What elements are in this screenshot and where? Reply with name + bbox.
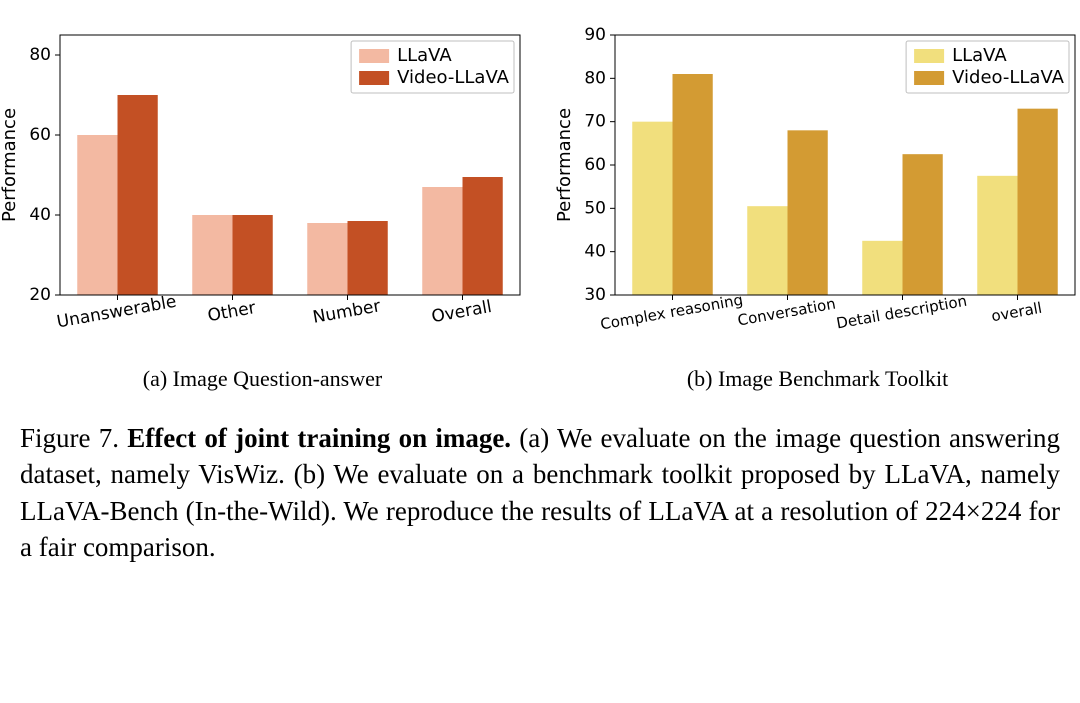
chart-b-xtick-label: Detail description <box>835 292 968 333</box>
figure-title: Effect of joint training on image. <box>127 423 511 453</box>
chart-b-xtick-label: Complex reasoning <box>599 291 744 334</box>
chart-b-xtick-label: overall <box>990 299 1043 326</box>
chart-a-legend-label: Video-LLaVA <box>397 67 510 88</box>
chart-b-bar <box>747 206 787 295</box>
chart-a-cell: 20 40 60 80 Performance Unanswerable Other Numb… <box>0 20 530 392</box>
chart-a: 20 40 60 80 Performance Unanswerable Other Numb… <box>0 20 530 360</box>
chart-b: 30 40 50 60 70 80 90 Performance Complex reasoni… <box>550 20 1080 360</box>
chart-a-ytick-label: 80 <box>29 45 51 65</box>
chart-b-legend-label: Video-LLaVA <box>952 67 1065 88</box>
chart-b-legend-swatch <box>914 49 944 63</box>
chart-a-ylabel: Performance <box>0 108 20 222</box>
chart-b-subcaption: (b) Image Benchmark Toolkit <box>687 366 948 392</box>
chart-a-bar <box>233 215 273 295</box>
chart-b-ytick-label: 60 <box>584 155 606 175</box>
chart-b-ytick-label: 70 <box>584 112 606 132</box>
chart-a-legend-swatch <box>359 71 389 85</box>
chart-a-ytick-label: 60 <box>29 125 51 145</box>
chart-b-ytick-label: 90 <box>584 25 606 45</box>
chart-a-bar <box>463 177 503 295</box>
chart-b-svg: 30 40 50 60 70 80 90 Performance Complex reasoni… <box>550 20 1080 360</box>
chart-a-bar <box>77 135 117 295</box>
chart-a-bar <box>348 221 388 295</box>
chart-a-xtick-label: Other <box>206 298 257 326</box>
chart-b-ytick-label: 80 <box>584 68 606 88</box>
chart-a-bar <box>118 95 158 295</box>
figure-label: Figure 7. <box>20 423 119 453</box>
figure-caption: Figure 7. Effect of joint training on im… <box>20 420 1060 566</box>
chart-b-bar <box>673 74 713 295</box>
chart-a-xtick-label: Unanswerable <box>55 292 178 333</box>
chart-b-bar <box>862 241 902 295</box>
chart-a-bar <box>422 187 462 295</box>
chart-b-legend-swatch <box>914 71 944 85</box>
chart-a-xtick-label: Number <box>311 296 382 328</box>
chart-b-ylabel: Performance <box>554 108 575 222</box>
chart-a-subcaption: (a) Image Question-answer <box>143 366 382 392</box>
chart-a-bar <box>307 223 347 295</box>
chart-a-ytick-label: 20 <box>29 285 51 305</box>
chart-b-ytick-label: 30 <box>584 285 606 305</box>
chart-b-bar <box>1018 109 1058 295</box>
chart-a-bar <box>192 215 232 295</box>
charts-row: 20 40 60 80 Performance Unanswerable Other Numb… <box>20 20 1060 392</box>
chart-b-legend-label: LLaVA <box>952 45 1007 66</box>
chart-a-xtick-label: Overall <box>430 297 493 327</box>
chart-b-bar <box>903 154 943 295</box>
chart-b-ytick-label: 40 <box>584 242 606 262</box>
chart-b-xtick-label: Conversation <box>736 295 837 330</box>
chart-b-bar <box>632 122 672 295</box>
chart-a-ytick-label: 40 <box>29 205 51 225</box>
figure-container: 20 40 60 80 Performance Unanswerable Other Numb… <box>20 20 1060 566</box>
chart-a-legend-swatch <box>359 49 389 63</box>
chart-b-bar <box>788 130 828 295</box>
chart-b-bar <box>977 176 1017 295</box>
chart-a-svg: 20 40 60 80 Performance Unanswerable Other Numb… <box>0 20 530 360</box>
chart-b-ytick-label: 50 <box>584 198 606 218</box>
chart-a-legend-label: LLaVA <box>397 45 452 66</box>
chart-b-cell: 30 40 50 60 70 80 90 Performance Complex reasoni… <box>550 20 1080 392</box>
